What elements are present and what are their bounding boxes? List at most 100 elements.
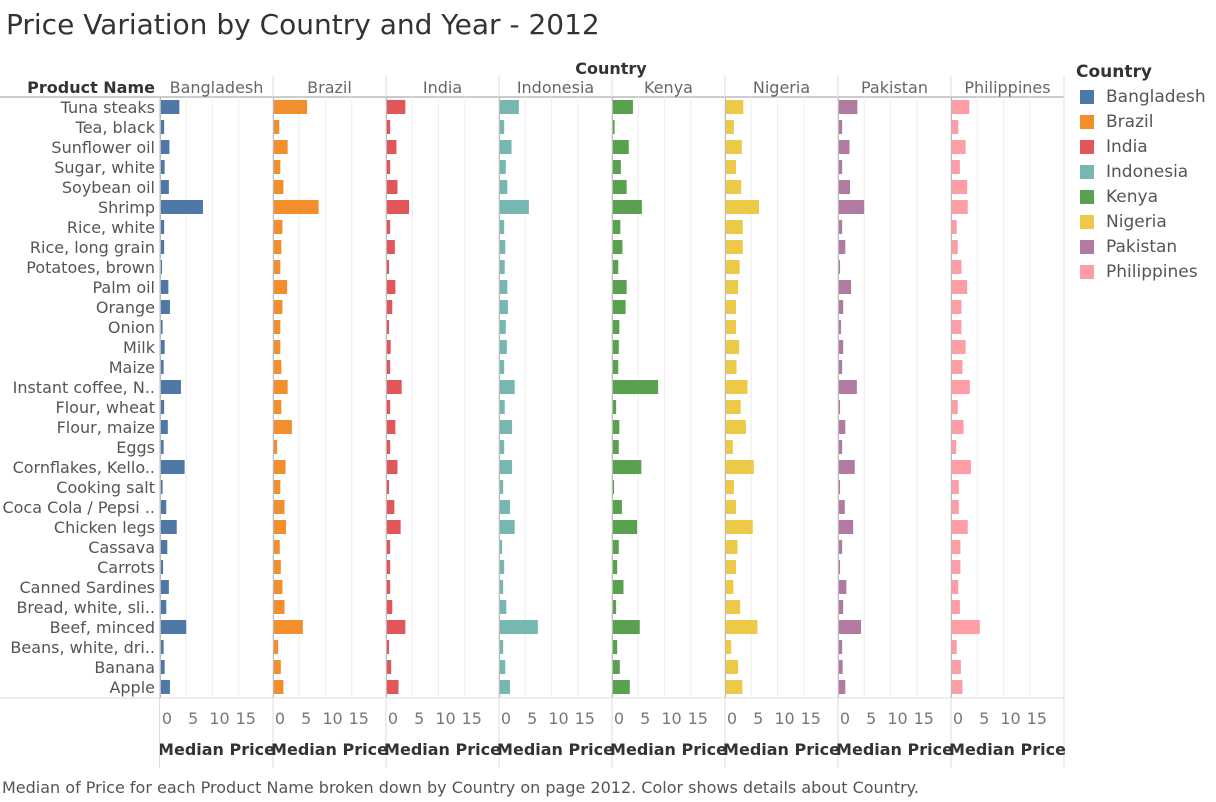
bar xyxy=(387,580,391,594)
legend-swatch xyxy=(1080,164,1094,179)
bar xyxy=(726,260,740,274)
legend-swatch xyxy=(1080,114,1094,129)
bar xyxy=(726,620,758,634)
bar xyxy=(161,120,165,134)
bar xyxy=(726,680,743,694)
bar xyxy=(387,140,397,154)
bar xyxy=(839,300,844,314)
bar xyxy=(952,400,958,414)
legend-item-kenya[interactable]: Kenya xyxy=(1076,184,1206,209)
x-tick-label: 15 xyxy=(349,709,369,728)
legend-swatch xyxy=(1080,214,1094,229)
bar xyxy=(839,380,857,394)
bar xyxy=(613,540,619,554)
bar xyxy=(274,440,278,454)
bar xyxy=(952,260,962,274)
bar xyxy=(613,340,619,354)
bar xyxy=(500,500,510,514)
bar xyxy=(839,500,845,514)
row-label: Sunflower oil xyxy=(51,138,155,157)
legend-item-india[interactable]: India xyxy=(1076,134,1206,159)
bar xyxy=(274,320,281,334)
bar xyxy=(274,680,284,694)
row-label: Milk xyxy=(123,338,156,357)
row-label: Tuna steaks xyxy=(60,98,155,117)
bar xyxy=(274,220,283,234)
legend-swatch xyxy=(1080,139,1094,154)
bar xyxy=(274,280,288,294)
legend-item-philippines[interactable]: Philippines xyxy=(1076,259,1206,284)
bar xyxy=(839,420,846,434)
x-axis-label: Median Price xyxy=(610,740,727,759)
row-label: Shrimp xyxy=(98,198,155,217)
bar xyxy=(500,180,508,194)
legend-label: Nigeria xyxy=(1106,211,1167,232)
bar xyxy=(613,160,621,174)
bar xyxy=(387,180,398,194)
bar xyxy=(726,220,743,234)
x-axis-label: Median Price xyxy=(723,740,840,759)
x-tick-label: 0 xyxy=(953,709,963,728)
bar xyxy=(500,280,508,294)
bar xyxy=(161,300,170,314)
bar xyxy=(613,400,617,414)
x-tick-label: 15 xyxy=(688,709,708,728)
bar xyxy=(500,140,512,154)
bar xyxy=(839,160,843,174)
legend-swatch xyxy=(1080,239,1094,254)
bar xyxy=(839,660,843,674)
bar xyxy=(613,640,618,654)
row-label: Cooking salt xyxy=(56,478,155,497)
bar xyxy=(952,420,964,434)
bar xyxy=(952,280,968,294)
bar xyxy=(952,340,966,354)
bar xyxy=(839,360,843,374)
bar xyxy=(613,180,627,194)
bar xyxy=(274,600,285,614)
facet-label-bangladesh: Bangladesh xyxy=(170,78,264,97)
legend-item-brazil[interactable]: Brazil xyxy=(1076,109,1206,134)
row-label: Rice, long grain xyxy=(30,238,155,257)
bar xyxy=(161,680,170,694)
row-label: Coca Cola / Pepsi .. xyxy=(2,498,155,517)
bar xyxy=(839,100,858,114)
bar xyxy=(613,100,633,114)
bar xyxy=(161,580,169,594)
bar xyxy=(161,660,165,674)
bar xyxy=(387,160,391,174)
bar xyxy=(500,520,515,534)
x-axis-label: Median Price xyxy=(836,740,953,759)
bar xyxy=(613,680,630,694)
bar xyxy=(387,660,392,674)
bar xyxy=(726,300,736,314)
legend-item-pakistan[interactable]: Pakistan xyxy=(1076,234,1206,259)
bar xyxy=(387,600,393,614)
bar xyxy=(274,360,282,374)
bar xyxy=(500,560,505,574)
bar xyxy=(274,300,283,314)
x-axis-label: Median Price xyxy=(497,740,614,759)
x-tick-label: 10 xyxy=(774,709,794,728)
bar xyxy=(839,460,855,474)
x-tick-label: 5 xyxy=(753,709,763,728)
bar xyxy=(613,380,659,394)
bar xyxy=(387,440,391,454)
bar xyxy=(500,580,504,594)
bar xyxy=(952,580,959,594)
bar xyxy=(274,420,292,434)
bar xyxy=(613,600,617,614)
bar xyxy=(726,660,739,674)
legend-item-indonesia[interactable]: Indonesia xyxy=(1076,159,1206,184)
legend-item-nigeria[interactable]: Nigeria xyxy=(1076,209,1206,234)
bar xyxy=(500,400,505,414)
bar xyxy=(952,320,962,334)
bar xyxy=(161,360,164,374)
legend-item-bangladesh[interactable]: Bangladesh xyxy=(1076,84,1206,109)
bar xyxy=(500,120,505,134)
bar xyxy=(387,500,395,514)
bar xyxy=(839,180,851,194)
bar xyxy=(613,220,621,234)
bar xyxy=(726,340,740,354)
bar xyxy=(500,260,505,274)
bar xyxy=(161,420,168,434)
